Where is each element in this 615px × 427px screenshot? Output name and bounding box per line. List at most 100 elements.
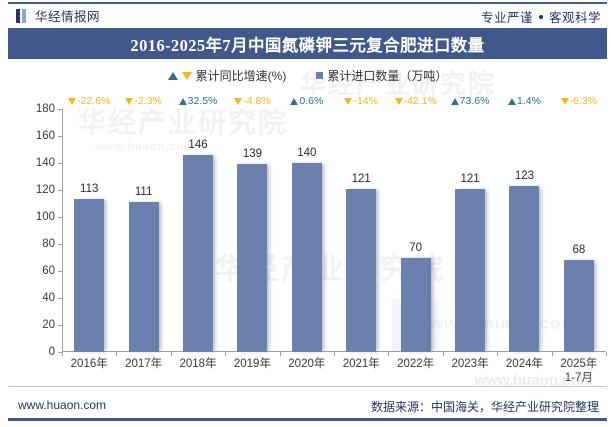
x-axis-label: 2021年 bbox=[342, 358, 380, 370]
growth-rate-label: -2.3% bbox=[134, 95, 162, 107]
x-axis-tick bbox=[551, 352, 553, 356]
x-axis-label: 2023年 bbox=[451, 358, 489, 370]
y-axis-tick bbox=[58, 190, 62, 191]
bar[interactable] bbox=[291, 163, 322, 352]
bar-slot: 146 bbox=[170, 109, 225, 356]
x-axis-label: 2020年 bbox=[288, 358, 326, 370]
bar[interactable] bbox=[400, 257, 431, 352]
x-axis-tick bbox=[279, 352, 281, 356]
growth-rate-item: -2.3% bbox=[116, 93, 170, 109]
y-axis-tick bbox=[58, 271, 62, 272]
growth-rate-label: -14% bbox=[353, 95, 378, 107]
bar-slot: 113 bbox=[62, 109, 116, 356]
bar[interactable] bbox=[183, 154, 214, 352]
page-title: 2016-2025年7月中国氮磷钾三元复合肥进口数量 bbox=[130, 35, 485, 55]
bar[interactable] bbox=[237, 164, 268, 352]
bar-value-label: 68 bbox=[572, 244, 586, 257]
bar[interactable] bbox=[74, 199, 105, 352]
growth-rate-row: -22.6% -2.3% 32.5% -4.8% 0.6% -14% -42.1% 73.6%… bbox=[62, 93, 606, 109]
y-axis-line bbox=[62, 109, 63, 352]
bar-slot: 121 bbox=[334, 109, 388, 356]
legend-item-volume[interactable]: 累计进口数量（万吨） bbox=[316, 67, 447, 84]
site-footer: www.huaon.com www.huaon.com 数据来源：中国海关，华经… bbox=[0, 372, 615, 427]
y-axis-tick bbox=[58, 163, 62, 164]
y-axis-tick-label: 180 bbox=[35, 103, 55, 115]
footer-top-rule bbox=[8, 386, 607, 387]
growth-rate-item: 1.4% bbox=[497, 93, 551, 109]
bar-series: 113 111 146 139 140 121 70 121 123 68 bbox=[62, 109, 608, 356]
chart-legend: 累计同比增速(%) 累计进口数量（万吨） bbox=[0, 67, 615, 84]
bar[interactable] bbox=[509, 185, 540, 352]
footer-bottom-rule bbox=[8, 418, 607, 421]
growth-rate-label: 1.4% bbox=[516, 95, 541, 107]
bar-slot: 68 bbox=[551, 109, 608, 356]
y-axis-tick-label: 40 bbox=[42, 292, 55, 304]
footer-site-url[interactable]: www.huaon.com bbox=[18, 398, 107, 412]
triangle-down-icon bbox=[394, 97, 403, 105]
x-axis-label: 2019年 bbox=[233, 358, 271, 370]
x-axis-sublabel: 1-7月 bbox=[564, 372, 593, 384]
bar-value-label: 139 bbox=[242, 148, 263, 161]
bar-slot: 139 bbox=[225, 109, 279, 356]
bar-slot: 70 bbox=[388, 109, 442, 356]
tagline-left: 专业严谨 bbox=[480, 11, 533, 25]
bar[interactable] bbox=[346, 188, 377, 352]
x-axis-tick bbox=[388, 352, 390, 356]
square-marker-icon bbox=[316, 72, 324, 79]
bar[interactable] bbox=[455, 188, 486, 352]
growth-rate-item: -4.8% bbox=[225, 93, 279, 109]
x-axis-tick bbox=[170, 352, 172, 356]
bar-slot: 123 bbox=[497, 109, 551, 356]
x-axis-tick bbox=[334, 352, 336, 356]
growth-rate-label: -6.3% bbox=[569, 95, 598, 107]
double-bar-logo-icon bbox=[16, 8, 29, 23]
y-axis-tick bbox=[58, 352, 62, 353]
y-axis-tick bbox=[58, 298, 62, 299]
plot-area: 0 20 40 60 80 100 120 140 160 180 113 111 146 139 140… bbox=[36, 103, 608, 358]
y-axis-tick-label: 20 bbox=[42, 319, 55, 331]
chart-area: 华经产业研究院 华经产业研究院 华经产业研究院 www.huaon.com ww… bbox=[0, 59, 615, 386]
growth-rate-label: 73.6% bbox=[459, 95, 490, 107]
y-axis-tick-label: 80 bbox=[42, 238, 55, 250]
triangle-down-icon bbox=[68, 97, 77, 105]
y-axis-tick bbox=[58, 109, 62, 110]
x-axis-tick bbox=[497, 352, 499, 356]
brand[interactable]: 华经情报网 bbox=[16, 6, 100, 25]
x-axis-tick bbox=[62, 352, 63, 356]
header-top-rule bbox=[8, 2, 607, 4]
x-axis-tick bbox=[606, 352, 608, 356]
triangle-down-icon bbox=[181, 71, 192, 80]
x-axis-label: 2024年 bbox=[505, 358, 543, 370]
x-axis-tick bbox=[116, 352, 118, 356]
triangle-up-icon bbox=[450, 97, 459, 105]
x-axis-line bbox=[62, 351, 606, 352]
bar-value-label: 121 bbox=[460, 172, 480, 185]
bar[interactable] bbox=[128, 202, 159, 352]
growth-rate-label: -4.8% bbox=[243, 95, 271, 107]
footer-data-source: 数据来源：中国海关，华经产业研究院整理 bbox=[370, 400, 599, 414]
bar[interactable] bbox=[563, 260, 594, 352]
triangle-down-icon bbox=[125, 97, 134, 105]
tagline-right: 客观科学 bbox=[548, 11, 601, 25]
y-axis-tick-label: 140 bbox=[35, 157, 55, 169]
bar-slot: 111 bbox=[116, 109, 170, 356]
site-header: 华经情报网 专业严谨 客观科学 bbox=[0, 0, 615, 28]
x-axis-tick bbox=[442, 352, 444, 356]
growth-rate-label: -22.6% bbox=[77, 95, 111, 107]
legend-label: 累计同比增速(%) bbox=[195, 69, 287, 83]
y-axis-tick bbox=[58, 244, 62, 245]
legend-label: 累计进口数量（万吨） bbox=[327, 69, 448, 83]
growth-rate-item: -42.1% bbox=[388, 93, 442, 109]
header-tagline: 专业严谨 客观科学 bbox=[481, 7, 601, 26]
growth-rate-item: 0.6% bbox=[280, 93, 334, 109]
y-axis-tick-label: 0 bbox=[48, 346, 55, 358]
brand-name: 华经情报网 bbox=[35, 10, 101, 24]
growth-rate-item: -14% bbox=[334, 93, 388, 109]
bar-slot: 140 bbox=[279, 109, 334, 356]
bar-value-label: 123 bbox=[514, 169, 535, 182]
y-axis-tick-label: 100 bbox=[35, 211, 55, 223]
x-axis-tick bbox=[225, 352, 227, 356]
growth-rate-label: 0.6% bbox=[299, 95, 324, 107]
y-axis-tick-label: 60 bbox=[42, 265, 55, 277]
legend-item-growth[interactable]: 累计同比增速(%) bbox=[167, 67, 287, 84]
